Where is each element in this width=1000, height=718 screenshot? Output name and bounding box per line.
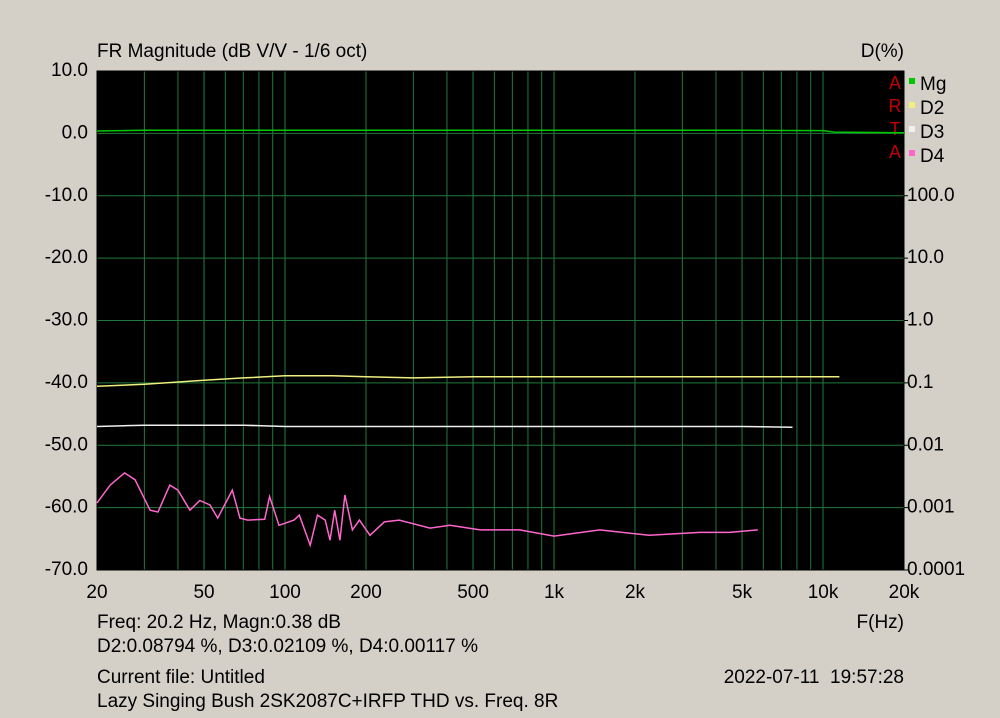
logo-letter: A	[889, 73, 901, 93]
legend-label: D3	[920, 122, 944, 143]
legend-label: D4	[920, 146, 945, 167]
series-line	[96, 424, 793, 428]
y2-tick-label: 0.1	[907, 372, 933, 393]
y-tick-label: -40.0	[45, 372, 88, 393]
x-tick-label: 500	[457, 582, 489, 603]
x-tick-label: 200	[350, 582, 382, 603]
y-tick-label: -20.0	[45, 247, 88, 268]
x-tick-label: 2k	[625, 582, 646, 603]
y2-tick-label: 0.001	[907, 497, 955, 518]
y-tick-label: 0.0	[62, 122, 88, 143]
legend-swatch	[909, 78, 915, 84]
timestamp: 2022-07-11 19:57:28	[724, 667, 904, 688]
y-tick-label: -30.0	[45, 310, 88, 331]
x-tick-label: 5k	[732, 582, 753, 603]
series-line	[96, 375, 840, 388]
y-tick-label: -10.0	[45, 185, 88, 206]
y2-tick-label: 1.0	[907, 310, 933, 331]
x-tick-label: 100	[269, 582, 301, 603]
logo-letter: A	[889, 142, 901, 162]
x-tick-label: 20	[86, 582, 107, 603]
y2-tick-label: 10.0	[907, 247, 944, 268]
x-tick-label: 1k	[544, 582, 565, 603]
description: Lazy Singing Bush 2SK2087C+IRFP THD vs. …	[97, 691, 558, 712]
legend-swatch	[909, 126, 915, 132]
x-tick-label: 50	[193, 582, 214, 603]
legend-label: D2	[920, 98, 944, 119]
series-line	[96, 471, 758, 548]
logo-letter: T	[890, 119, 901, 139]
legend-swatch	[909, 102, 915, 108]
y-tick-label: -50.0	[45, 434, 88, 455]
y2-axis-label: D(%)	[861, 41, 904, 62]
chart-title: FR Magnitude (dB V/V - 1/6 oct)	[97, 41, 367, 62]
y2-tick-label: 0.0001	[907, 559, 965, 580]
y-tick-label: 10.0	[51, 60, 88, 81]
x-tick-label: 10k	[808, 582, 839, 603]
y2-tick-label: 0.01	[907, 434, 944, 455]
plot-border	[96, 70, 905, 571]
y-tick-label: -70.0	[45, 559, 88, 580]
series-line	[96, 129, 905, 134]
current-file: Current file: Untitled	[97, 667, 265, 688]
y2-tick-label: 100.0	[907, 185, 955, 206]
cursor-line: D2:0.08794 %, D3:0.02109 %, D4:0.00117 %	[97, 636, 478, 657]
cursor-line: Freq: 20.2 Hz, Magn:0.38 dB	[97, 612, 341, 633]
x-axis-label: F(Hz)	[857, 612, 904, 633]
logo-letter: R	[889, 96, 902, 116]
legend-swatch	[909, 150, 915, 156]
y-tick-label: -60.0	[45, 497, 88, 518]
x-tick-label: 20k	[889, 582, 920, 603]
legend-label: Mg	[920, 74, 946, 95]
